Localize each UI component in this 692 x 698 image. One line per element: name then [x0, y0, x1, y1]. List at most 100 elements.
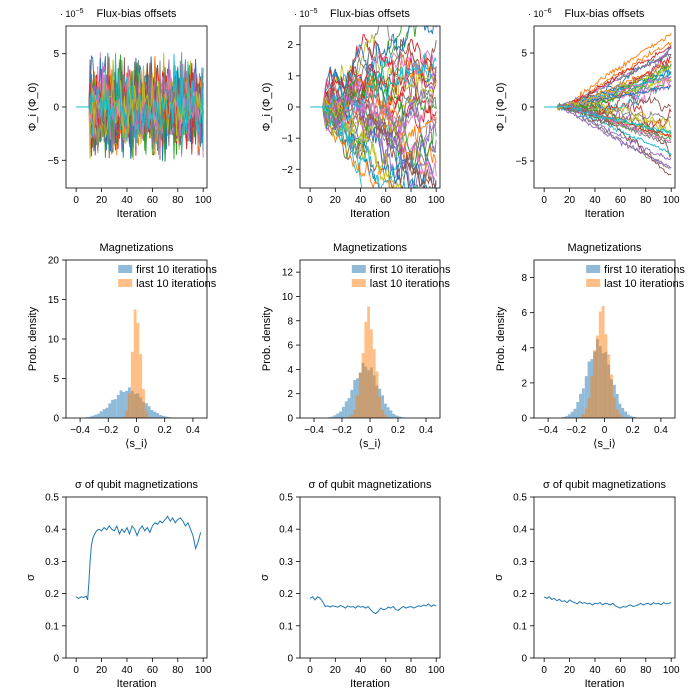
- y-tick-label: 0: [53, 414, 59, 425]
- legend-swatch: [351, 279, 366, 287]
- histogram-bar: [88, 416, 92, 418]
- histogram-bar: [581, 388, 585, 418]
- plot-area: [544, 32, 672, 176]
- x-tick-label: 20: [330, 665, 342, 676]
- histogram-bar: [576, 402, 580, 418]
- x-tick-label: 40: [589, 665, 601, 676]
- histogram-bar: [562, 417, 566, 418]
- plot-s1: 0 20 40 60 80 100 0 0.1 0.2 0.3 0.4 0.5 σ of qubit m…: [25, 479, 212, 690]
- histogram-bar: [361, 353, 365, 418]
- histogram-bar: [624, 411, 628, 418]
- y-tick-label: 0.4: [279, 525, 293, 536]
- histogram-bar: [567, 414, 571, 418]
- x-tick-label: 100: [663, 195, 680, 206]
- histogram-bar: [125, 390, 129, 418]
- y-tick-label: 0: [521, 103, 527, 114]
- histogram-bar: [142, 389, 145, 418]
- y-tick-label: 10: [282, 292, 294, 303]
- y-tick-label: 0.2: [513, 589, 527, 600]
- histogram-bar: [130, 351, 134, 418]
- x-tick-label: 80: [640, 195, 652, 206]
- histogram-bar: [596, 335, 599, 418]
- legend-swatch: [351, 265, 366, 273]
- histogram-bar: [581, 414, 585, 418]
- x-axis-label: Iteration: [117, 678, 157, 690]
- histogram-bar: [364, 321, 368, 418]
- histogram-bar: [350, 415, 354, 418]
- legend-swatch: [586, 279, 601, 287]
- x-tick-label: 60: [380, 665, 392, 676]
- x-tick-label: −0.4: [70, 425, 90, 436]
- series-line: [310, 97, 391, 188]
- histogram-bar: [147, 406, 151, 418]
- chart-title: Magnetizations: [333, 242, 407, 254]
- series-line: [76, 65, 204, 140]
- histogram-bar: [375, 371, 379, 418]
- histogram-bar: [353, 380, 356, 418]
- y-axis-label: Φ_i (Φ_0): [495, 83, 507, 132]
- histogram-bar: [116, 394, 120, 418]
- histogram-bar: [105, 407, 109, 418]
- y-tick-label: 0: [287, 103, 293, 114]
- plot-p3: 0 20 40 60 80 100 −5 0 5 Flux-bias offsets Iterati…: [495, 8, 680, 220]
- y-axis-label: σ: [25, 574, 37, 581]
- histogram-bar: [395, 415, 398, 418]
- series-line: [544, 65, 672, 112]
- x-tick-label: 60: [147, 665, 159, 676]
- x-tick-label: −0.2: [332, 425, 352, 436]
- legend-label: last 10 iterations: [136, 278, 217, 290]
- legend-swatch: [118, 265, 133, 273]
- plot-s3: 0 20 40 60 80 100 0 0.1 0.2 0.3 0.4 0.5 σ of qubit m…: [493, 479, 680, 690]
- y-tick-label: 0.4: [513, 525, 527, 536]
- y-tick-label: 4: [521, 343, 527, 354]
- histogram-bar: [133, 309, 137, 418]
- histogram-bar: [122, 392, 126, 418]
- chart-title: σ of qubit magnetizations: [309, 479, 432, 491]
- x-tick-label: 80: [405, 195, 417, 206]
- x-tick-label: 60: [147, 195, 159, 206]
- x-tick-label: 0.2: [158, 425, 172, 436]
- x-tick-label: 60: [615, 195, 627, 206]
- y-tick-label: 0: [53, 654, 59, 665]
- series-line: [310, 100, 437, 178]
- x-tick-label: 100: [663, 665, 680, 676]
- histogram-bar: [570, 411, 574, 418]
- x-tick-label: 0: [73, 665, 79, 676]
- legend-label: first 10 iterations: [136, 264, 217, 276]
- x-tick-label: 20: [330, 195, 342, 206]
- histogram-bar: [139, 354, 143, 418]
- y-tick-label: 0.1: [279, 621, 293, 632]
- y-tick-label: 0: [53, 103, 59, 114]
- chart-title: σ of qubit magnetizations: [75, 479, 198, 491]
- histogram-bar: [97, 413, 100, 418]
- y-tick-label: −2: [282, 165, 294, 176]
- histogram-bar: [618, 414, 622, 418]
- x-tick-label: 0: [367, 425, 373, 436]
- histogram-bar: [381, 409, 384, 418]
- histogram-bar: [159, 415, 162, 418]
- histogram-bar: [167, 417, 171, 418]
- histogram-bar: [573, 408, 577, 418]
- y-tick-label: 1: [287, 71, 293, 82]
- x-tick-label: 0: [602, 425, 608, 436]
- y-tick-label: 0.1: [45, 621, 59, 632]
- histogram-bar: [108, 403, 112, 418]
- y-axis-label: σ: [493, 574, 505, 581]
- histogram-bar: [615, 393, 619, 418]
- x-axis-label: Iteration: [117, 208, 157, 220]
- histogram-bar: [381, 395, 384, 418]
- histogram-bar: [398, 416, 401, 418]
- plot-area: [562, 305, 636, 418]
- x-tick-label: 100: [195, 665, 212, 676]
- histogram-bar: [392, 413, 396, 418]
- histogram-bar: [336, 413, 340, 418]
- series-line: [310, 47, 437, 136]
- x-tick-label: 40: [589, 195, 601, 206]
- chart-title: σ of qubit magnetizations: [543, 479, 666, 491]
- series-line: [76, 52, 204, 152]
- series-line: [309, 596, 437, 615]
- histogram-bar: [590, 375, 594, 418]
- y-tick-label: 2: [521, 378, 527, 389]
- x-tick-label: 0: [307, 195, 313, 206]
